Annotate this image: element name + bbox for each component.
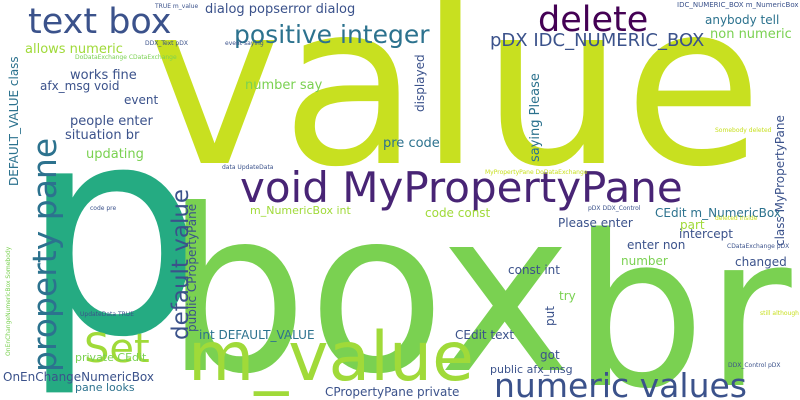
word: pane looks xyxy=(75,381,135,394)
word: put xyxy=(543,306,557,326)
word: box xyxy=(165,162,572,400)
word: enter non xyxy=(627,238,685,252)
word: Somebody deleted xyxy=(715,127,772,134)
word: m_NumericBox int xyxy=(250,204,351,217)
word: IDC_NUMERIC_BOX m_NumericBox xyxy=(677,1,799,9)
word: delete xyxy=(538,0,648,40)
word: p xyxy=(20,64,204,400)
word: DoDataExchange CDataExchange xyxy=(75,54,177,61)
word: event xyxy=(124,93,158,107)
word: CDataExchange pDX xyxy=(727,243,789,250)
word: data UpdateData xyxy=(222,164,274,171)
word: number say xyxy=(245,78,323,93)
word: deleted inside xyxy=(715,215,758,222)
word: DDX_Text pDX xyxy=(145,40,188,47)
word: displayed xyxy=(413,54,427,112)
word: people enter xyxy=(70,114,154,129)
word: CEdit m_NumericBox xyxy=(655,206,781,220)
word: still although xyxy=(760,310,799,317)
word: afx_msg void xyxy=(40,79,119,93)
word: try xyxy=(559,289,576,303)
word: br xyxy=(572,190,792,400)
word: saying Please xyxy=(528,73,543,162)
word: positive integer xyxy=(234,20,430,49)
word: part xyxy=(680,218,705,232)
word: UpdateData TRUE xyxy=(80,311,134,318)
word: pDX DDX_Control xyxy=(588,205,641,212)
word: MyPropertyPane DoDataExchange xyxy=(485,169,588,176)
word: CPropertyPane private xyxy=(325,385,459,399)
word: OnEnChangeNumericBox xyxy=(3,370,154,384)
word: allows numeric xyxy=(25,42,123,57)
word: text box xyxy=(28,2,171,42)
word: CEdit text xyxy=(455,328,514,342)
word: code pre xyxy=(90,205,117,212)
word: value xyxy=(148,0,763,217)
word: public afx_msg xyxy=(490,363,573,376)
word: public CPropertyPane xyxy=(185,204,199,332)
word: number xyxy=(621,254,668,268)
word: changed xyxy=(735,255,787,269)
word: DEFAULT_VALUE class xyxy=(7,56,21,186)
word: Set xyxy=(84,326,150,372)
word: property pane xyxy=(25,138,64,372)
word: anybody tell xyxy=(705,13,779,27)
word: Please enter xyxy=(558,216,633,230)
word: default value xyxy=(168,189,194,340)
word: event saying xyxy=(225,40,264,47)
word: private CEdit xyxy=(75,351,147,364)
word: works fine xyxy=(70,68,137,83)
word: const int xyxy=(508,263,560,277)
word: TRUE m_value xyxy=(154,3,198,10)
word: code const xyxy=(425,206,491,220)
word: class MyPropertyPane xyxy=(773,115,787,246)
word: pre code xyxy=(383,136,440,151)
word: OnEnChangeNumericBox Somebody xyxy=(5,246,12,356)
word: got xyxy=(540,348,560,362)
word: int DEFAULT_VALUE xyxy=(199,328,315,342)
word: non numeric xyxy=(710,27,792,42)
word: situation br xyxy=(65,128,140,143)
word: numeric values xyxy=(494,366,747,400)
word: intercept xyxy=(679,227,733,241)
word: pDX IDC_NUMERIC_BOX xyxy=(490,30,704,51)
word: DDX_Control pDX xyxy=(728,362,781,369)
word: dialog popserror dialog xyxy=(205,2,355,17)
word: m_value xyxy=(188,318,474,397)
word: void MyPropertyPane xyxy=(240,163,683,212)
word: updating xyxy=(86,147,144,162)
